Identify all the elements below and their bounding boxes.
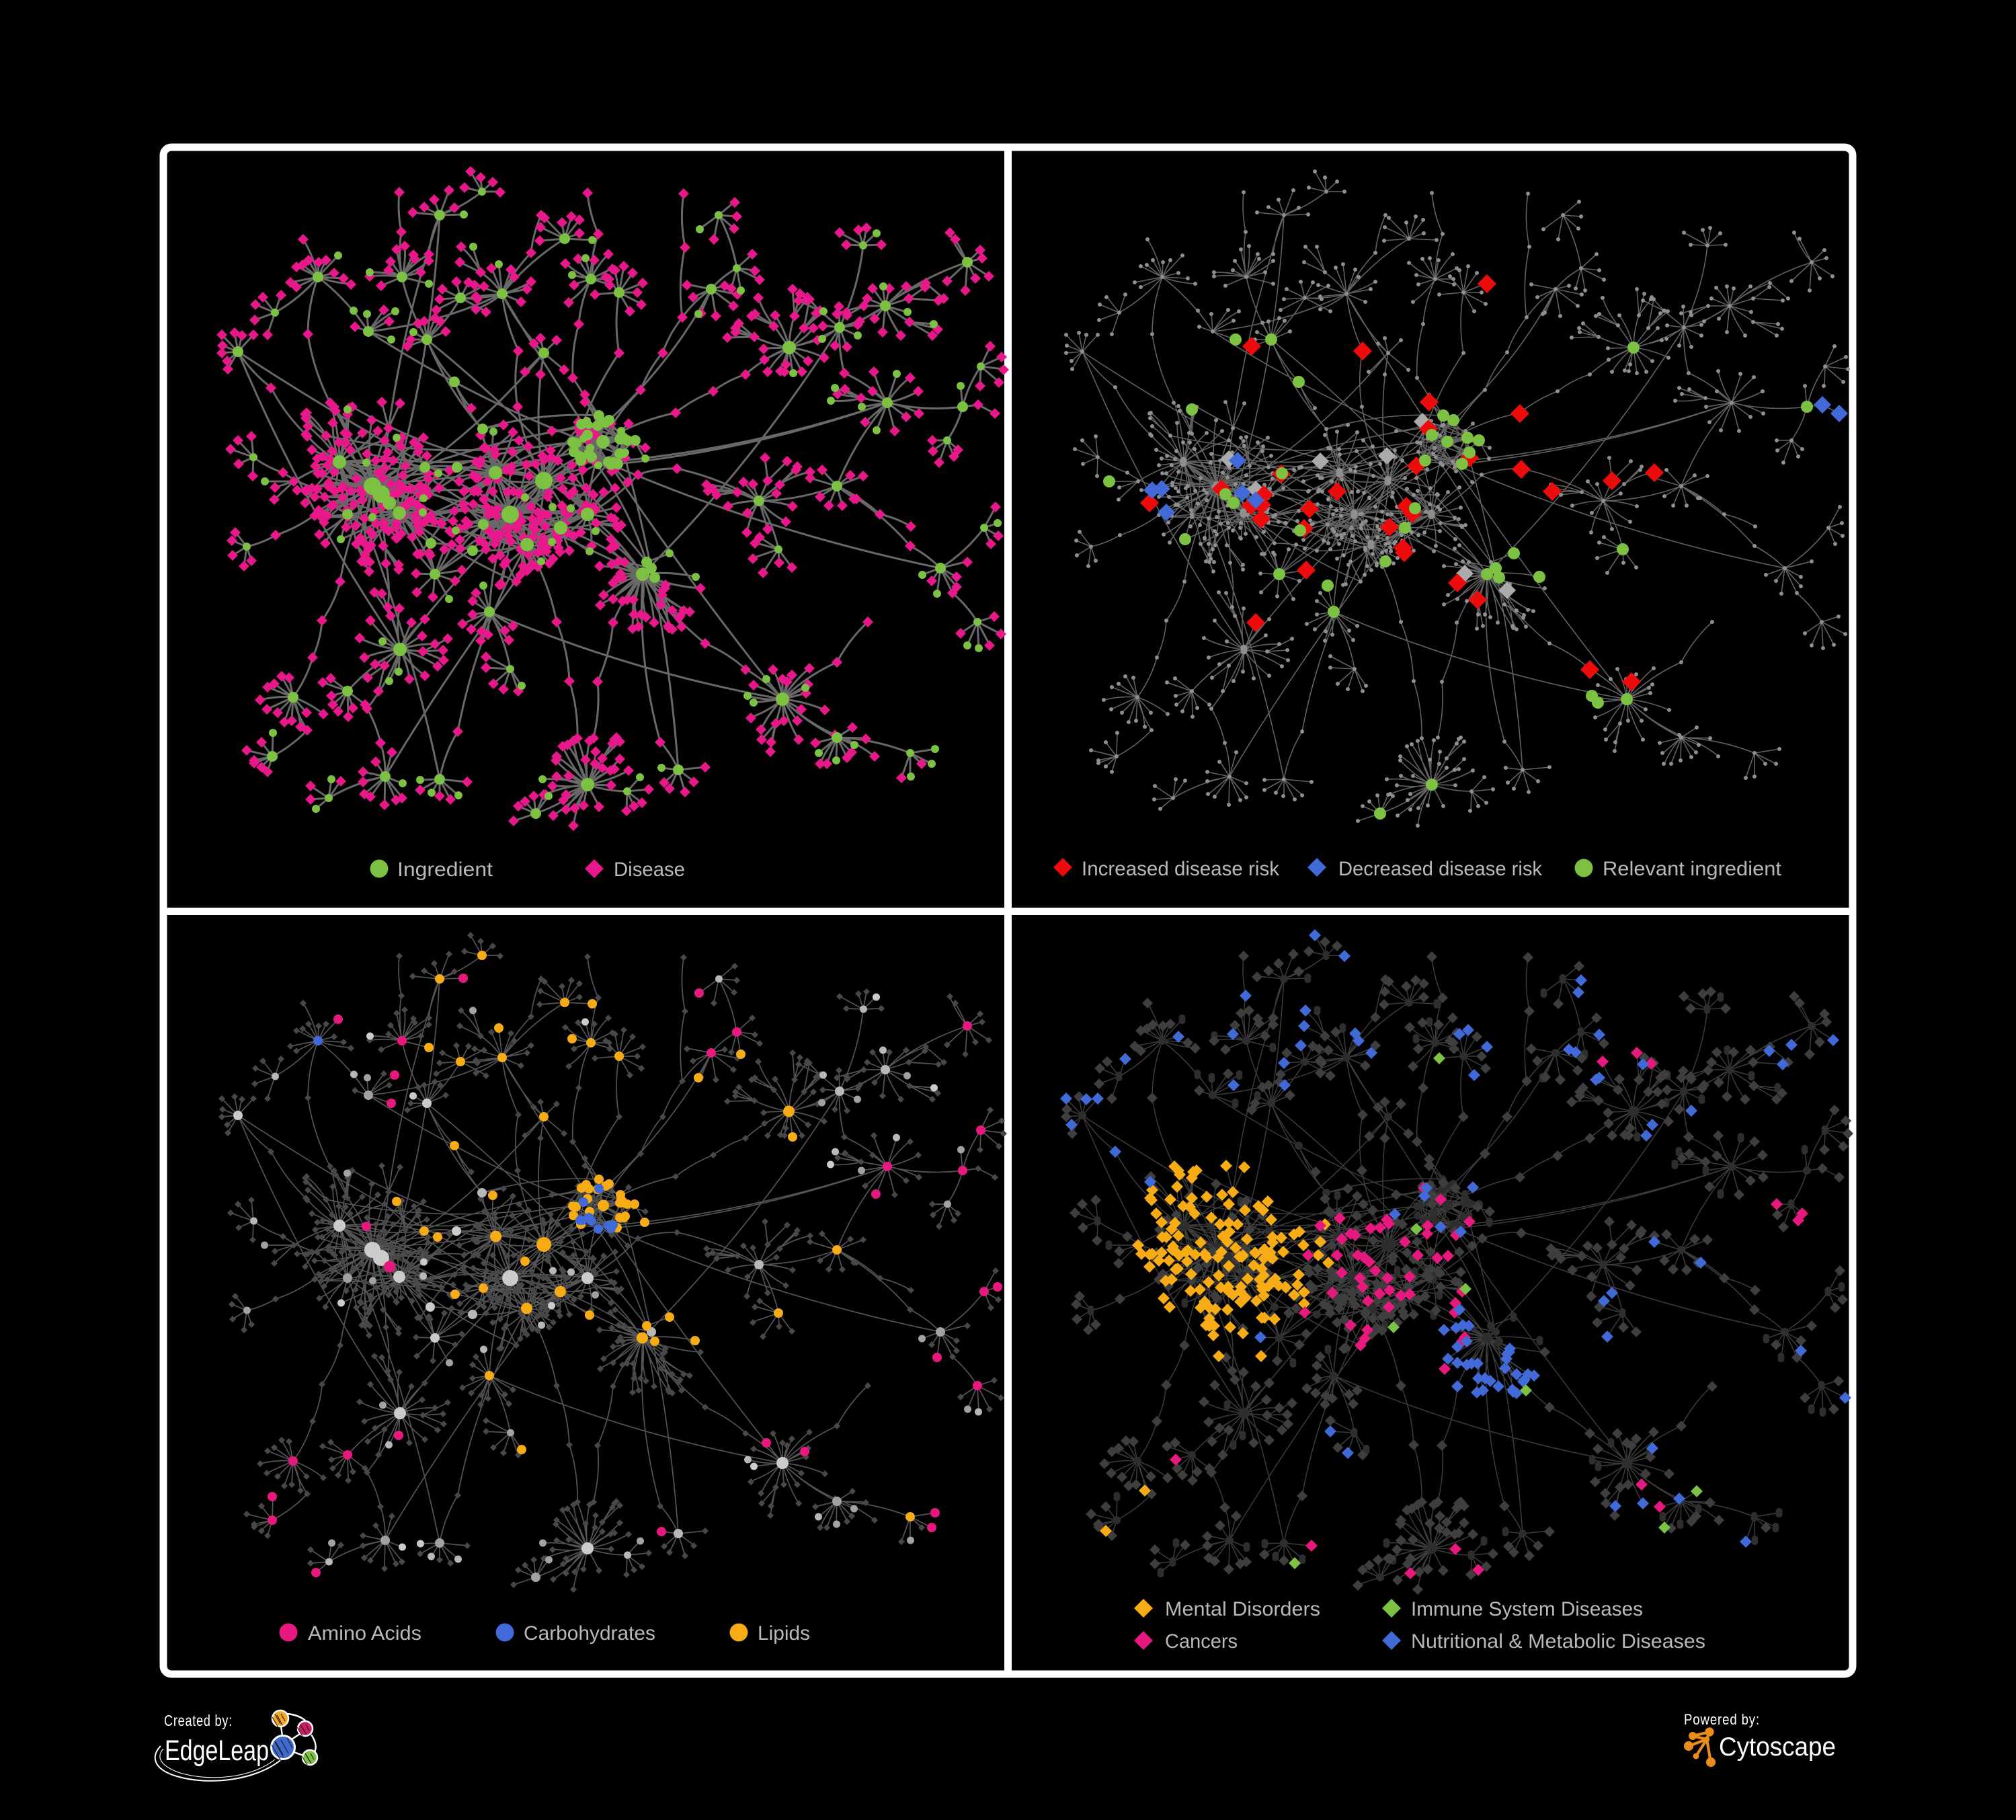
svg-text:Nutritional & Metabolic Diseas: Nutritional & Metabolic Diseases [1411,1630,1705,1653]
svg-text:Increased disease risk: Increased disease risk [1082,858,1280,880]
svg-text:Relevant ingredient: Relevant ingredient [1603,858,1782,880]
svg-text:Ingredient: Ingredient [397,859,493,881]
svg-text:Created by:: Created by: [164,1712,233,1729]
svg-text:Mental Disorders: Mental Disorders [1165,1598,1320,1620]
svg-text:Lipids: Lipids [758,1622,810,1645]
svg-text:Decreased disease risk: Decreased disease risk [1338,858,1543,880]
svg-text:Immune System Diseases: Immune System Diseases [1411,1598,1643,1620]
svg-text:EdgeLeap: EdgeLeap [165,1735,269,1767]
svg-text:Disease: Disease [614,859,685,881]
svg-text:Cancers: Cancers [1165,1630,1238,1653]
svg-text:Amino Acids: Amino Acids [308,1622,421,1645]
svg-text:Carbohydrates: Carbohydrates [524,1622,655,1645]
svg-text:Cytoscape: Cytoscape [1719,1733,1836,1762]
svg-text:Powered by:: Powered by: [1684,1711,1760,1728]
